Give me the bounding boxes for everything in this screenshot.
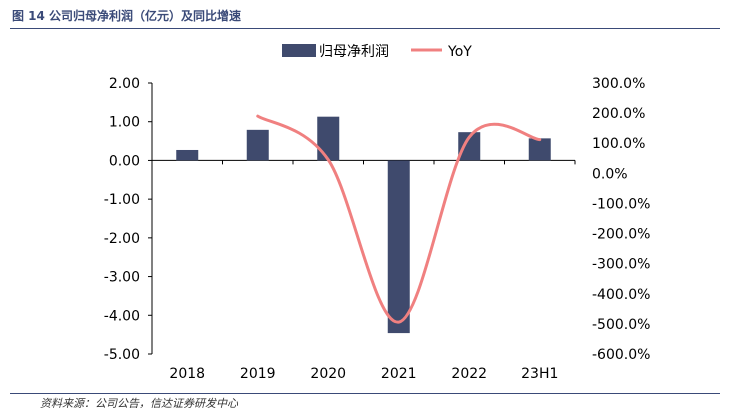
right-axis-tick-label: 200.0% [592, 106, 645, 122]
line-series [256, 114, 542, 324]
bar-2019 [246, 129, 269, 161]
bar-2018 [176, 149, 199, 161]
title-rule [10, 28, 720, 29]
legend-bar-swatch [282, 44, 316, 57]
bar-23H1 [528, 138, 551, 161]
left-axis-tick-label: 0.00 [109, 153, 140, 169]
left-axis-tick-label: -2.00 [104, 231, 140, 247]
right-axis-tick-label: 0.0% [592, 166, 628, 182]
right-axis-tick-label: -200.0% [592, 227, 650, 243]
right-axis-tick-label: -600.0% [592, 347, 650, 363]
left-axis-tick-label: -4.00 [104, 308, 140, 324]
left-axis-tick-label: -3.00 [104, 270, 140, 286]
left-axis-tick-label: 1.00 [109, 115, 140, 131]
bar-series [176, 116, 551, 334]
left-axis-tick-label: 2.00 [109, 76, 140, 92]
right-axis-tick-label: -300.0% [592, 257, 650, 273]
right-axis-tick-label: 100.0% [592, 136, 645, 152]
x-axis-labels: 2018 2019 2020 2021 2022 23H1 [169, 366, 558, 382]
source-note: 资料来源：公司公告，信达证券研发中心 [40, 397, 238, 410]
x-axis-label-2021: 2021 [381, 366, 417, 382]
right-axis-tick-label: -100.0% [592, 196, 650, 212]
legend: 归母净利润 YoY [282, 43, 472, 60]
x-axis-label-2018: 2018 [169, 366, 205, 382]
x-axis-label-23H1: 23H1 [521, 366, 558, 382]
left-axis-tick-label: -1.00 [104, 192, 140, 208]
legend-line-label: YoY [447, 44, 472, 60]
x-axis-label-2019: 2019 [240, 366, 276, 382]
bar-2022 [458, 132, 481, 161]
bar-2020 [317, 116, 340, 161]
legend-bar-label: 归母净利润 [319, 43, 389, 60]
yoy-line [256, 114, 542, 324]
left-axis-tick-label: -5.00 [104, 347, 140, 363]
x-axis-label-2022: 2022 [451, 366, 487, 382]
right-axis-tick-label: -400.0% [592, 287, 650, 303]
axes: 2.00 1.00 0.00 -1.00 -2.00 -3.00 -4.00 -5.00 300… [104, 76, 651, 363]
source-rule [10, 393, 720, 394]
bar-2021 [387, 160, 410, 334]
figure-title: 图 14 公司归母净利润（亿元）及同比增速 [12, 9, 242, 23]
x-axis-label-2020: 2020 [310, 366, 346, 382]
right-axis-tick-label: -500.0% [592, 317, 650, 333]
right-axis-tick-label: 300.0% [592, 76, 645, 92]
